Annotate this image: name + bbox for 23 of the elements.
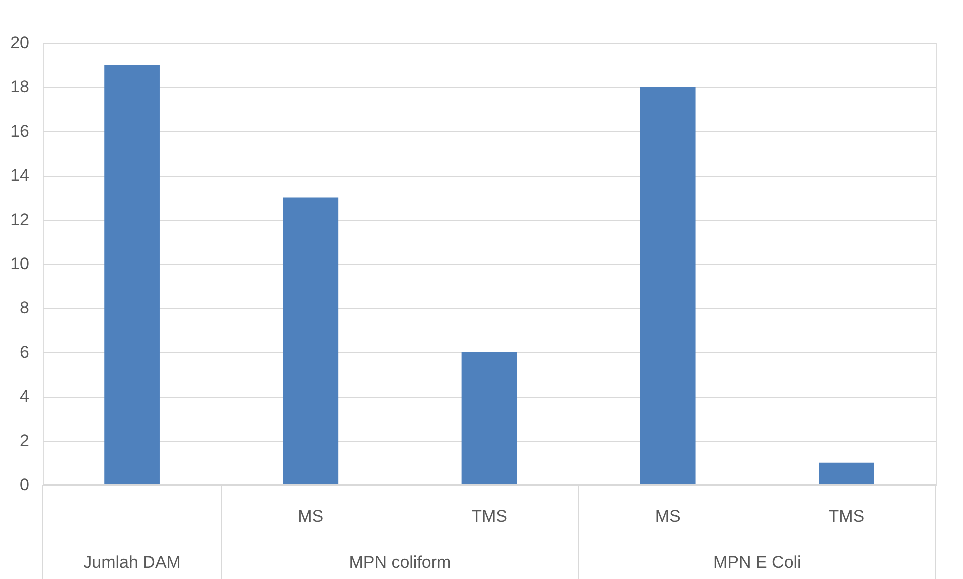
y-tick-label: 18 — [10, 78, 30, 97]
y-tick-label: 16 — [10, 122, 30, 141]
x-tick-label: TMS — [472, 507, 508, 526]
bar — [283, 198, 339, 485]
y-tick-label: 10 — [10, 254, 30, 274]
text: MPN E Coli — [713, 553, 802, 572]
bar — [104, 65, 160, 485]
text: Jumlah DAM — [84, 553, 181, 572]
y-tick-label: 20 — [10, 34, 30, 52]
y-tick-label: 0 — [20, 476, 30, 494]
y-tick-label: 4 — [20, 387, 30, 406]
x-tick-label: TMS — [828, 507, 865, 526]
text: MPN coliform — [349, 553, 452, 572]
bar — [462, 352, 518, 485]
x-tick-label: MS — [298, 507, 324, 526]
y-tick-label: 12 — [10, 210, 30, 230]
bar — [640, 87, 696, 485]
y-tick-label: 14 — [10, 166, 30, 186]
x-tick-label: MS — [655, 507, 681, 526]
y-tick-label: 6 — [20, 342, 30, 362]
y-tick-label: 2 — [20, 431, 30, 450]
y-tick-label: 8 — [20, 298, 30, 318]
bar — [819, 462, 874, 485]
